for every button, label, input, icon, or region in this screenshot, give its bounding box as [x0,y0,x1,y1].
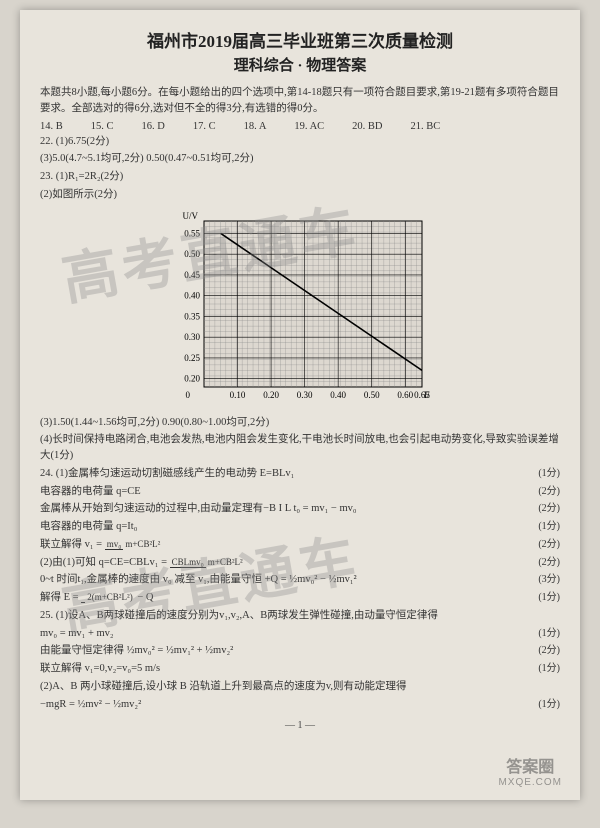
q24-l2: 电容器的电荷量 q=CE(2分) [40,484,560,500]
svg-text:0.40: 0.40 [330,390,346,400]
svg-text:0.40: 0.40 [184,290,200,300]
q25-l1: 25. (1)设A、B两球碰撞后的速度分别为v₁,v₂,A、B两球发生弹性碰撞,… [40,608,560,624]
mc-answers-row: 14. B 15. C 16. D 17. C 18. A 19. AC 20.… [40,121,560,132]
q25-l4: 联立解得 v₁=0,v₂=v₀=5 m/s(1分) [40,661,560,677]
q25-l3: 由能量守恒定律得 ½mv₀² = ½mv₁² + ½mv₂²(2分) [40,643,560,659]
q24-l7: 0~t 时间t₁,金属棒的速度由 v₀ 减至 v₁,由能量守恒 +Q = ½mv… [40,572,560,588]
svg-text:0.50: 0.50 [364,390,380,400]
badge-url: MXQE.COM [498,777,562,788]
chart-container: 0.100.200.300.400.500.600.650.200.250.30… [40,209,560,409]
mc-item: 15. C [91,121,114,132]
fraction: CBLmv₀m+CB²L² [170,558,245,567]
svg-text:0.25: 0.25 [184,352,200,362]
svg-text:0.30: 0.30 [184,332,200,342]
svg-text:0.20: 0.20 [263,390,279,400]
fraction: 2(m+CB²L²) [81,593,134,602]
uv-chart: 0.100.200.300.400.500.600.650.200.250.30… [170,209,430,409]
page-subtitle: 理科综合 · 物理答案 [40,54,560,75]
page-footer: — 1 — [40,720,560,731]
corner-badge: 答案圈 MXQE.COM [498,753,562,788]
q23-line2: (2)如图所示(2分) [40,187,560,203]
svg-text:0.45: 0.45 [184,269,200,279]
svg-text:0: 0 [186,390,191,400]
q23-line3: (3)1.50(1.44~1.56均可,2分) 0.90(0.80~1.00均可… [40,415,560,431]
q22-line2: (3)5.0(4.7~5.1均可,2分) 0.50(0.47~0.51均可,2分… [40,151,560,167]
fraction: mv₀m+CB²L² [105,540,163,549]
mc-item: 20. BD [352,121,382,132]
q25-l6: −mgR = ½mv² − ½mv₂²(1分) [40,697,560,713]
q25-l5: (2)A、B 两小球碰撞后,设小球 B 沿轨道上升到最高点的速度为v,则有动能定… [40,679,560,695]
svg-text:0.35: 0.35 [184,311,200,321]
svg-text:0.60: 0.60 [397,390,413,400]
svg-text:U/V: U/V [183,211,199,221]
mc-item: 21. BC [411,121,441,132]
svg-text:0.10: 0.10 [230,390,246,400]
q25-l2: mv₀ = mv₁ + mv₂(1分) [40,626,560,642]
svg-text:0.55: 0.55 [184,228,200,238]
instructions-text: 本题共8小题,每小题6分。在每小题给出的四个选项中,第14-18题只有一项符合题… [40,85,560,117]
mc-item: 19. AC [294,121,324,132]
svg-text:0.50: 0.50 [184,249,200,259]
q23-line4: (4)长时间保持电路闭合,电池会发热,电池内阻会发生变化,干电池长时间放电,也会… [40,432,560,464]
q22-line1: 22. (1)6.75(2分) [40,134,560,150]
q24-l8: 解得 E = 2(m+CB²L²) − Q (1分) [40,590,560,606]
mc-item: 14. B [40,121,63,132]
svg-text:0.30: 0.30 [297,390,313,400]
q24-l5: 联立解得 v₁ = mv₀m+CB²L² (2分) [40,537,560,553]
mc-item: 18. A [244,121,267,132]
svg-text:I/A: I/A [424,390,430,400]
q24-l6: (2)由(1)可知 q=CE=CBLv₁ = CBLmv₀m+CB²L² (2分… [40,555,560,571]
page-title: 福州市2019届高三毕业班第三次质量检测 [40,27,560,52]
q23-line1: 23. (1)R₁=2R₂(2分) [40,169,560,185]
mc-item: 17. C [193,121,216,132]
q24-l1: 24. (1)金属棒匀速运动切割磁感线产生的电动势 E=BLv₁(1分) [40,466,560,482]
badge-title: 答案圈 [498,753,562,777]
mc-item: 16. D [142,121,165,132]
q24-l3: 金属棒从开始到匀速运动的过程中,由动量定理有−B I L t₀ = mv₁ − … [40,501,560,517]
svg-text:0.20: 0.20 [184,373,200,383]
q24-l4: 电容器的电荷量 q=It₀(1分) [40,519,560,535]
exam-page: 福州市2019届高三毕业班第三次质量检测 理科综合 · 物理答案 本题共8小题,… [20,10,580,800]
